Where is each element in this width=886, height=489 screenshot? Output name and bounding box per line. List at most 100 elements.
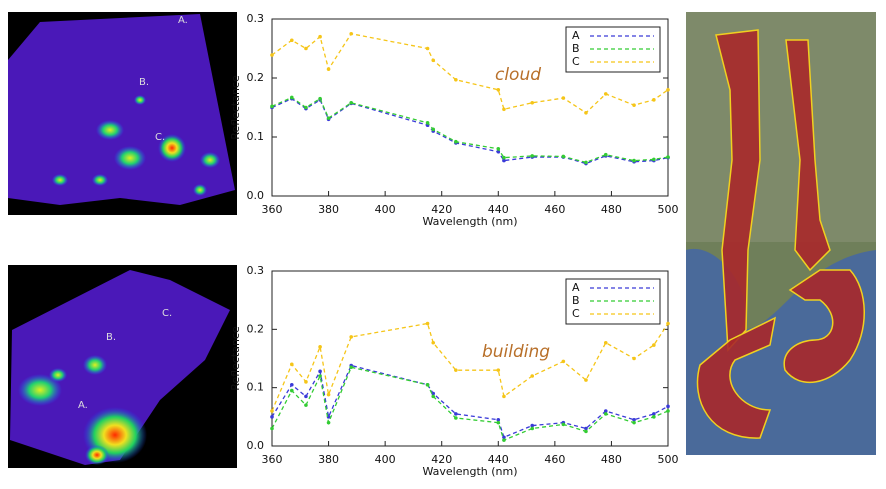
annotation: building — [482, 342, 550, 362]
data-point — [349, 335, 354, 339]
data-point — [652, 412, 656, 416]
data-point — [502, 438, 506, 442]
data-point — [561, 154, 566, 159]
data-point — [349, 100, 354, 105]
data-point — [304, 403, 308, 407]
data-point — [431, 394, 436, 399]
y-axis-label: Reflectance — [229, 75, 242, 140]
data-point — [270, 409, 274, 413]
y-tick-label: 0.1 — [247, 381, 265, 394]
data-point — [326, 116, 331, 120]
data-point — [318, 96, 322, 101]
legend-label: C — [572, 55, 580, 68]
data-point — [318, 34, 322, 39]
heatmap-bottom: A. B. C. — [8, 265, 237, 468]
data-point — [502, 435, 506, 440]
data-point — [431, 391, 436, 396]
y-tick-label: 0.2 — [247, 322, 265, 335]
x-tick-label: 420 — [431, 203, 452, 216]
data-point — [632, 417, 636, 422]
x-tick-label: 440 — [488, 203, 509, 216]
data-point — [652, 415, 656, 419]
data-point — [666, 404, 670, 409]
data-point — [318, 345, 322, 349]
data-point — [632, 356, 636, 361]
data-point — [584, 429, 588, 434]
data-point — [502, 394, 506, 399]
data-point — [502, 158, 506, 163]
plot-frame — [271, 270, 669, 447]
y-tick-label: 0.0 — [247, 189, 265, 202]
data-point — [454, 368, 458, 372]
x-axis-label: Wavelength (nm) — [422, 215, 517, 228]
data-point — [270, 426, 274, 431]
series-line — [271, 366, 669, 442]
charts: 0.0 0.1 0.2 0.3 360 380 400 420 440 460 480 500 Wave… — [229, 12, 679, 478]
data-point — [530, 100, 535, 105]
x-tick-label: 500 — [658, 203, 679, 216]
data-point — [530, 374, 535, 378]
x-tick-label: 380 — [318, 453, 339, 466]
x-axis-label: Wavelength (nm) — [422, 465, 517, 478]
data-point — [326, 392, 331, 397]
y-tick-label: 0.3 — [247, 264, 265, 277]
image-label: A. — [78, 400, 88, 411]
data-point — [666, 321, 670, 326]
data-point — [290, 382, 294, 387]
x-tick-label: 480 — [601, 203, 622, 216]
y-tick-label: 0.2 — [247, 71, 265, 84]
data-point — [652, 157, 656, 162]
image-label: A. — [178, 15, 188, 26]
data-point — [326, 67, 331, 71]
map — [686, 12, 876, 455]
data-point — [584, 160, 588, 165]
annotation: cloud — [495, 65, 541, 85]
data-point — [425, 46, 430, 51]
data-point — [290, 388, 294, 393]
data-point — [561, 96, 566, 100]
legend-label: C — [572, 307, 580, 320]
data-point — [632, 158, 636, 163]
data-point — [652, 98, 656, 102]
x-tick-label: 460 — [544, 453, 565, 466]
x-tick-label: 420 — [431, 453, 452, 466]
data-point — [584, 426, 588, 431]
series-line — [271, 364, 669, 439]
data-point — [584, 378, 588, 382]
data-point — [632, 420, 636, 425]
series-line — [271, 96, 669, 164]
data-point — [431, 127, 436, 132]
data-point — [349, 365, 354, 370]
image-label: C. — [155, 132, 165, 143]
data-point — [425, 382, 430, 387]
data-point — [270, 53, 274, 57]
data-point — [304, 380, 308, 384]
data-point — [454, 416, 458, 420]
data-point — [603, 340, 608, 345]
y-axis-label: Reflectance — [229, 326, 242, 391]
data-point — [652, 343, 656, 347]
data-point — [530, 154, 535, 158]
data-point — [584, 111, 588, 115]
data-point — [454, 77, 458, 82]
x-tick-label: 380 — [318, 203, 339, 216]
data-point — [561, 359, 566, 364]
x-tick-label: 360 — [262, 203, 283, 216]
legend-label: B — [572, 42, 580, 55]
data-point — [318, 369, 322, 374]
data-point — [496, 417, 501, 422]
data-point — [502, 155, 506, 160]
data-point — [496, 368, 501, 372]
y-tick-label: 0.0 — [247, 439, 265, 452]
heatmap-top: A. B. C. — [8, 12, 237, 215]
x-tick-label: 400 — [375, 453, 396, 466]
data-point — [454, 139, 458, 144]
data-point — [632, 103, 636, 107]
data-point — [666, 409, 670, 413]
data-point — [603, 152, 608, 157]
x-tick-label: 360 — [262, 453, 283, 466]
data-point — [496, 147, 501, 151]
data-point — [349, 31, 354, 36]
data-point — [603, 409, 608, 413]
